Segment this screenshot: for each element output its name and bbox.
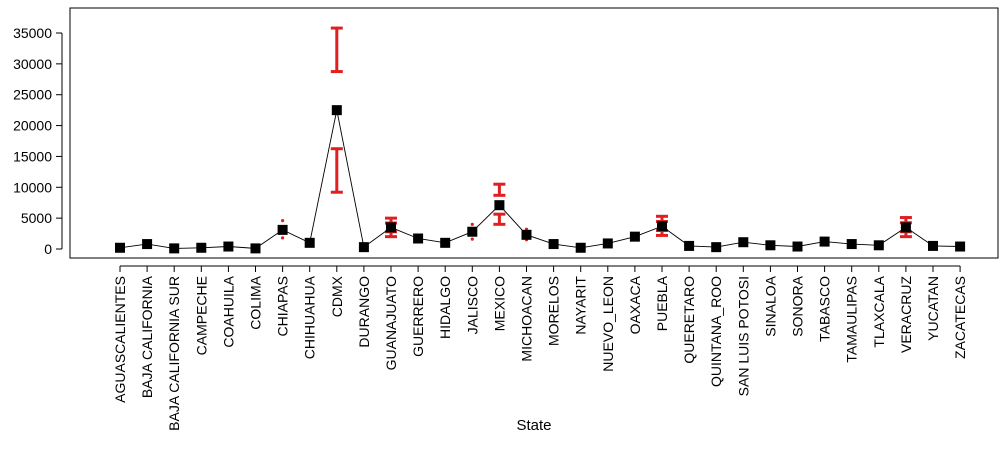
data-point xyxy=(684,240,695,251)
x-tick-label: NAYARIT xyxy=(573,276,589,335)
y-tick-label: 5000 xyxy=(21,210,52,226)
data-point xyxy=(846,239,857,250)
y-tick-label: 25000 xyxy=(13,87,52,103)
x-tick-label: NUEVO_LEON xyxy=(600,276,616,372)
x-tick-label: JALISCO xyxy=(464,276,480,334)
interval-group xyxy=(281,26,912,243)
data-point xyxy=(223,241,234,252)
data-point xyxy=(629,231,640,242)
x-tick-label: TLAXCALA xyxy=(871,275,887,347)
x-tick-label: BAJA CALIFORNIA xyxy=(139,275,155,398)
data-point xyxy=(467,226,478,237)
x-tick-label: CHIHUAHUA xyxy=(302,275,318,359)
upper-bound-dot xyxy=(470,222,474,226)
lower-bound-dot xyxy=(470,237,474,241)
data-point xyxy=(738,237,749,248)
x-axis-title: State xyxy=(516,417,551,434)
x-tick-label: SINALOA xyxy=(762,275,778,336)
lower-bound-dot xyxy=(281,236,285,240)
data-point xyxy=(928,240,938,251)
x-tick-label: TABASCO xyxy=(817,276,833,342)
data-point xyxy=(386,222,396,233)
data-point xyxy=(115,242,125,253)
x-tick-label: MEXICO xyxy=(491,276,507,331)
data-point xyxy=(331,105,342,116)
x-axis: AGUASCALIENTES BAJA CALIFORNIA BAJA CALIFO… xyxy=(112,265,968,431)
x-tick-label: SONORA xyxy=(790,275,806,336)
x-tick-label: DURANGO xyxy=(356,276,372,348)
y-tick-label: 10000 xyxy=(13,179,52,195)
data-point xyxy=(575,242,586,253)
data-point xyxy=(494,200,505,211)
x-tick-label: ZACATECAS xyxy=(952,276,968,359)
x-tick-label: SAN LUIS POTOSI xyxy=(735,276,751,396)
data-point xyxy=(440,237,451,248)
x-tick-label: AGUASCALIENTES xyxy=(112,276,128,403)
marker-group xyxy=(115,105,966,254)
data-point xyxy=(169,243,180,254)
y-tick-label: 20000 xyxy=(13,118,52,134)
upper-bound-dot xyxy=(281,219,285,223)
x-tick-label: MICHOACAN xyxy=(519,276,535,362)
x-tick-label: COAHUILA xyxy=(220,275,236,347)
data-point xyxy=(955,241,966,252)
x-tick-label: VERACRUZ xyxy=(898,276,914,353)
y-tick-label: 35000 xyxy=(13,25,52,41)
x-tick-label: TAMAULIPAS xyxy=(844,276,860,363)
plot-frame xyxy=(69,7,999,259)
x-tick-label: YUCATAN xyxy=(925,276,941,341)
data-point xyxy=(548,239,559,250)
data-point xyxy=(250,243,261,254)
data-point xyxy=(304,237,315,248)
y-tick-label: 30000 xyxy=(13,56,52,72)
data-point xyxy=(900,222,911,233)
data-point xyxy=(873,240,884,251)
series-line xyxy=(119,110,961,249)
data-point xyxy=(277,224,288,235)
x-tick-label: MORELOS xyxy=(546,276,562,346)
data-point xyxy=(657,221,667,232)
x-tick-label: BAJA CALIFORNIA SUR xyxy=(166,276,182,431)
data-point xyxy=(142,239,153,250)
x-tick-label: CAMPECHE xyxy=(193,276,209,355)
data-point xyxy=(602,238,613,249)
x-tick-label: QUERETARO xyxy=(681,276,697,364)
data-point xyxy=(792,241,803,252)
x-tick-label: GUERRERO xyxy=(410,276,426,357)
x-tick-label: QUINTANA_ROO xyxy=(708,276,724,387)
y-tick-label: 0 xyxy=(44,241,52,257)
x-tick-label: CHIAPAS xyxy=(275,276,291,336)
x-tick-label: HIDALGO xyxy=(437,276,453,339)
x-tick-label: COLIMA xyxy=(248,275,264,329)
y-axis: 0 5000 10000 15000 20000 25000 30000 35000 xyxy=(13,25,63,257)
x-tick-label: PUEBLA xyxy=(654,275,670,331)
data-point xyxy=(819,236,830,247)
data-point xyxy=(196,242,207,253)
data-point xyxy=(765,240,776,251)
x-tick-label: OAXACA xyxy=(627,275,643,334)
x-tick-label: CDMX xyxy=(329,275,345,317)
data-point xyxy=(358,242,369,253)
data-point xyxy=(711,242,722,253)
data-point xyxy=(521,229,532,240)
data-point xyxy=(413,233,424,244)
x-tick-label: GUANAJUATO xyxy=(383,276,399,370)
y-tick-label: 15000 xyxy=(13,148,52,164)
